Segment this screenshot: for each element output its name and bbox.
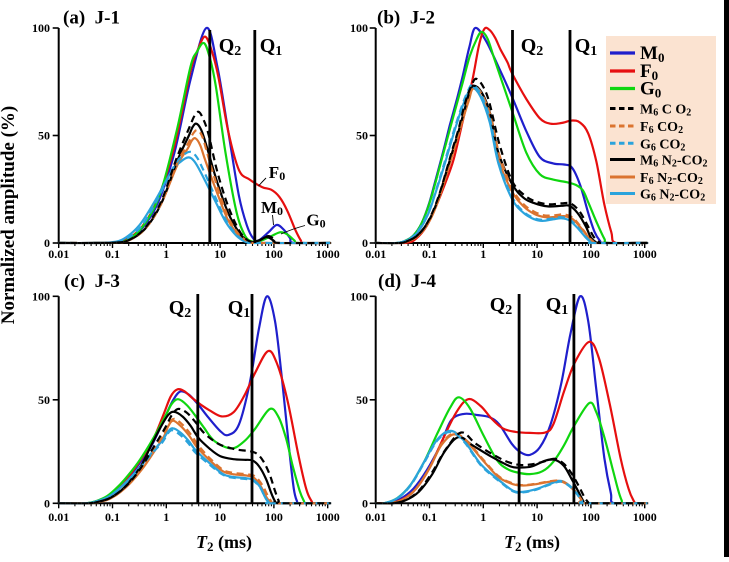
svg-text:F6 CO2: F6 CO2 <box>640 120 683 136</box>
svg-text:50: 50 <box>38 393 50 407</box>
svg-text:1: 1 <box>163 510 169 524</box>
svg-text:(c) J-3: (c) J-3 <box>64 271 120 292</box>
svg-text:10: 10 <box>531 247 543 261</box>
svg-text:0.01: 0.01 <box>365 510 386 524</box>
svg-text:100: 100 <box>582 247 600 261</box>
svg-text:100: 100 <box>265 510 283 524</box>
svg-text:(d) J-4: (d) J-4 <box>378 271 437 292</box>
svg-text:0: 0 <box>362 236 368 250</box>
svg-text:1000: 1000 <box>633 510 657 524</box>
svg-text:G6 N2-CO2: G6 N2-CO2 <box>640 188 705 204</box>
svg-text:1000: 1000 <box>633 247 657 261</box>
svg-text:100: 100 <box>265 247 283 261</box>
svg-text:0.1: 0.1 <box>422 247 437 261</box>
svg-text:1000: 1000 <box>316 510 340 524</box>
svg-text:T2 (ms): T2 (ms) <box>196 532 252 554</box>
svg-text:10: 10 <box>214 510 226 524</box>
svg-text:50: 50 <box>356 393 368 407</box>
svg-text:M6 C O2: M6 C O2 <box>640 103 691 119</box>
svg-text:0.01: 0.01 <box>48 510 69 524</box>
svg-text:Normalized amplitude (%): Normalized amplitude (%) <box>0 106 19 324</box>
svg-text:100: 100 <box>350 289 368 303</box>
svg-text:50: 50 <box>38 129 50 143</box>
svg-text:10: 10 <box>214 247 226 261</box>
svg-text:1: 1 <box>480 247 486 261</box>
svg-text:0.01: 0.01 <box>365 247 386 261</box>
svg-text:G6 CO2: G6 CO2 <box>640 137 685 153</box>
svg-text:100: 100 <box>32 21 50 35</box>
svg-text:10: 10 <box>531 510 543 524</box>
svg-text:0.1: 0.1 <box>105 510 120 524</box>
svg-text:100: 100 <box>32 289 50 303</box>
svg-text:100: 100 <box>582 510 600 524</box>
svg-text:1: 1 <box>163 247 169 261</box>
svg-text:0: 0 <box>44 496 50 510</box>
svg-text:T2 (ms): T2 (ms) <box>504 532 560 554</box>
svg-text:0.1: 0.1 <box>422 510 437 524</box>
svg-text:(a) J-1: (a) J-1 <box>63 8 120 29</box>
svg-text:F6 N2-CO2: F6 N2-CO2 <box>640 171 703 187</box>
svg-text:(b) J-2: (b) J-2 <box>377 8 435 29</box>
svg-text:0: 0 <box>44 236 50 250</box>
svg-text:1: 1 <box>480 510 486 524</box>
svg-text:0: 0 <box>362 496 368 510</box>
svg-text:0.01: 0.01 <box>48 247 69 261</box>
svg-text:1000: 1000 <box>316 247 340 261</box>
svg-text:50: 50 <box>356 129 368 143</box>
svg-text:0.1: 0.1 <box>105 247 120 261</box>
svg-text:100: 100 <box>350 21 368 35</box>
